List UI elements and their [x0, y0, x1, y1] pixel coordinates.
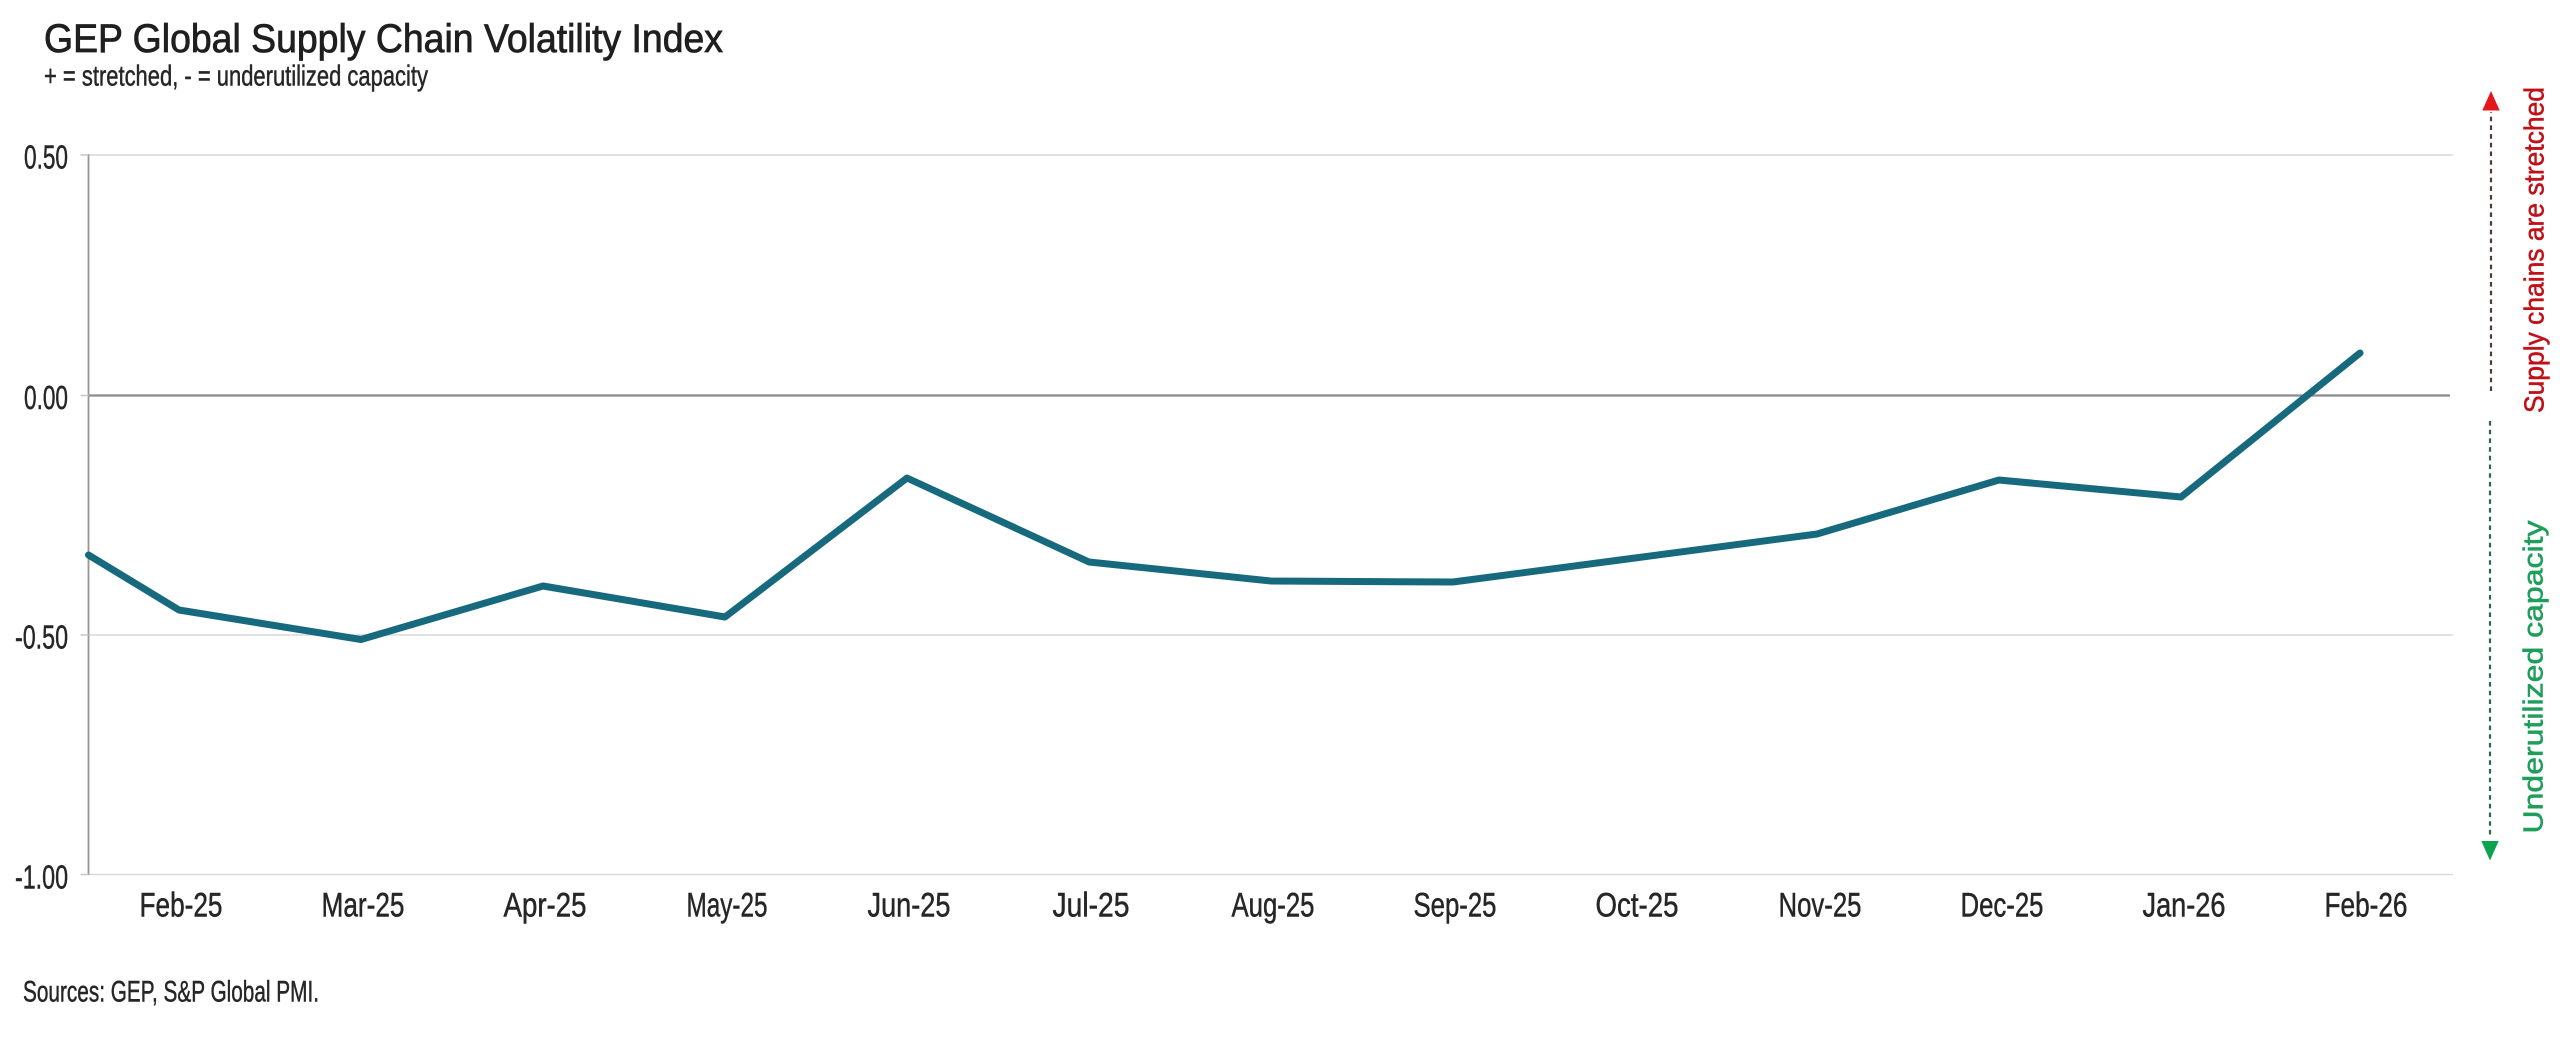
svg-text:+ = stretched, - = underutiliz: + = stretched, - = underutilized capacit… — [44, 61, 428, 93]
svg-text:Feb-26: Feb-26 — [2325, 887, 2408, 925]
svg-text:0.00: 0.00 — [24, 380, 68, 417]
svg-text:Oct-25: Oct-25 — [1596, 887, 1679, 925]
svg-text:0.50: 0.50 — [24, 140, 68, 177]
svg-text:Supply chains are stretched: Supply chains are stretched — [2519, 87, 2550, 413]
svg-text:Underutilized capacity: Underutilized capacity — [2518, 521, 2549, 834]
svg-text:May-25: May-25 — [687, 887, 768, 925]
svg-text:Sources: GEP, S&P Global PMI.: Sources: GEP, S&P Global PMI. — [23, 976, 319, 1009]
svg-text:Feb-25: Feb-25 — [140, 887, 223, 925]
svg-text:Apr-25: Apr-25 — [504, 887, 587, 925]
svg-text:Jul-25: Jul-25 — [1053, 887, 1130, 925]
svg-text:Jun-25: Jun-25 — [868, 887, 951, 925]
svg-text:Mar-25: Mar-25 — [322, 887, 405, 925]
svg-text:Aug-25: Aug-25 — [1232, 887, 1315, 925]
svg-text:Jan-26: Jan-26 — [2143, 887, 2226, 925]
svg-text:Dec-25: Dec-25 — [1961, 887, 2044, 925]
svg-text:Sep-25: Sep-25 — [1414, 887, 1497, 925]
svg-text:Nov-25: Nov-25 — [1779, 887, 1862, 925]
svg-text:GEP Global Supply Chain Volati: GEP Global Supply Chain Volatility Index — [44, 17, 723, 61]
svg-text:-0.50: -0.50 — [15, 620, 68, 657]
svg-text:-1.00: -1.00 — [15, 860, 68, 897]
